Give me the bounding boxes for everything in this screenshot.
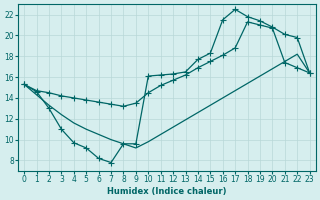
- X-axis label: Humidex (Indice chaleur): Humidex (Indice chaleur): [107, 187, 227, 196]
